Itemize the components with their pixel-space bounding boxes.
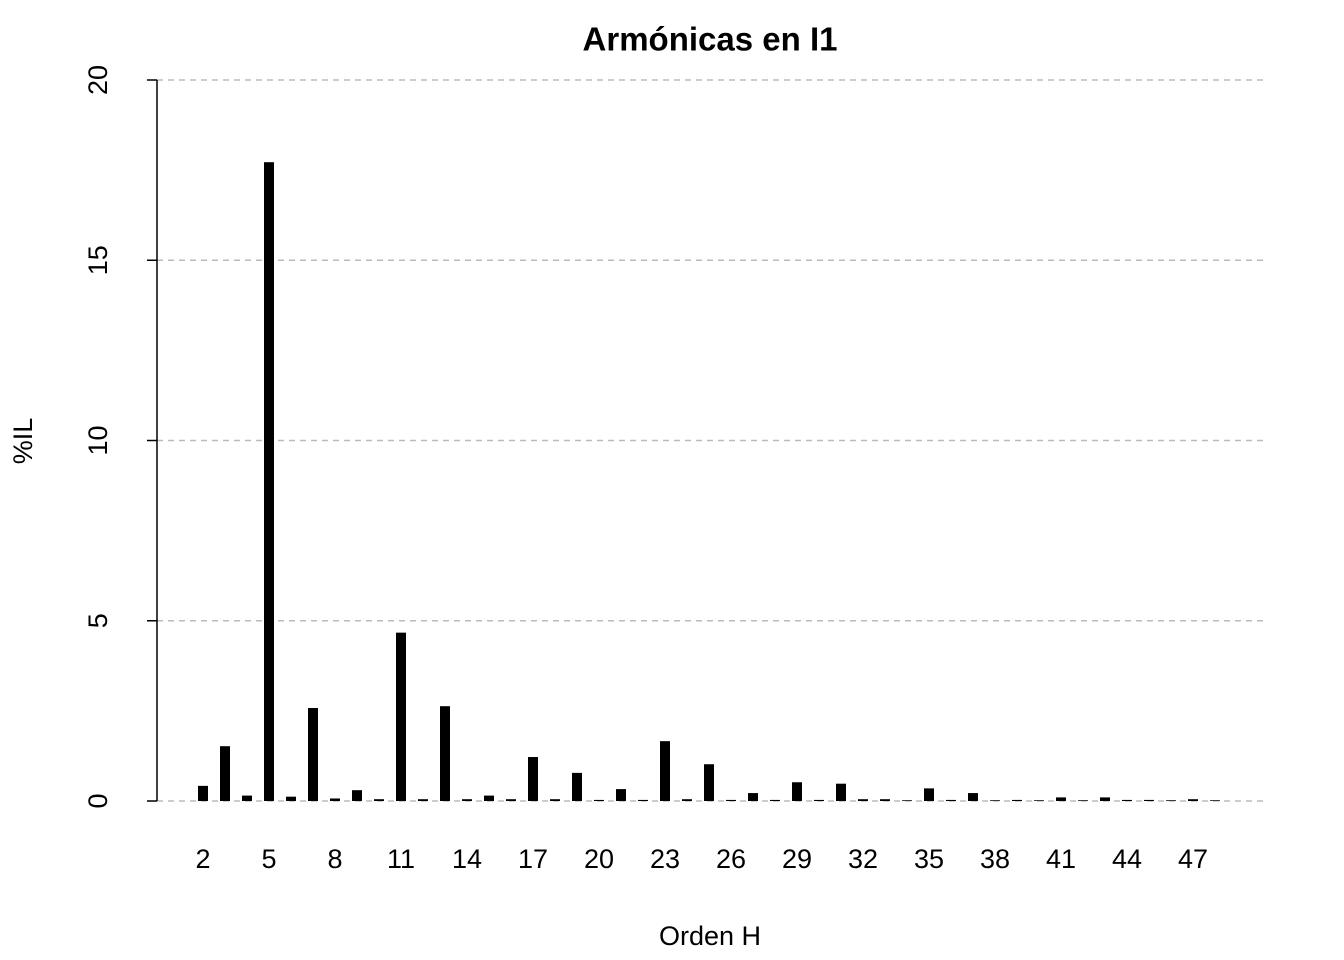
bar (1122, 799, 1132, 801)
x-axis-label: Orden H (659, 921, 761, 951)
bar (308, 707, 318, 801)
x-tick-label: 26 (716, 844, 746, 874)
bar (1210, 800, 1220, 801)
bar (330, 798, 340, 801)
bar (616, 789, 626, 801)
bar (924, 788, 934, 801)
bar (462, 799, 472, 801)
y-tick-label: 10 (83, 425, 113, 455)
bar (528, 757, 538, 801)
y-tick-label: 15 (83, 245, 113, 275)
bar (506, 799, 516, 801)
bar (352, 790, 362, 801)
bar (1034, 800, 1044, 801)
x-tick-label: 23 (650, 844, 680, 874)
bar (286, 796, 296, 801)
x-tick-label: 17 (518, 844, 548, 874)
bar (726, 799, 736, 801)
y-tick-label: 20 (83, 65, 113, 95)
bar (1166, 800, 1176, 801)
bar (902, 800, 912, 801)
bar (374, 799, 384, 801)
bar (946, 799, 956, 801)
x-tick-label: 5 (261, 844, 276, 874)
bar (572, 772, 582, 801)
bar (1056, 797, 1066, 801)
bar (418, 799, 428, 801)
x-tick-label: 38 (980, 844, 1010, 874)
x-tick-label: 29 (782, 844, 812, 874)
x-tick-label: 41 (1046, 844, 1076, 874)
bar (748, 793, 758, 801)
bar (770, 799, 780, 801)
y-axis-label: %IL (8, 418, 38, 465)
x-tick-label: 20 (584, 844, 614, 874)
y-tick-label: 0 (83, 793, 113, 808)
bar (990, 800, 1000, 801)
y-tick-label: 5 (83, 613, 113, 628)
bar (1100, 797, 1110, 801)
x-tick-label: 2 (195, 844, 210, 874)
x-tick-label: 35 (914, 844, 944, 874)
bar (880, 799, 890, 801)
bar (1188, 799, 1198, 801)
bar (968, 793, 978, 801)
bar (638, 799, 648, 801)
bar (396, 632, 406, 801)
bar (594, 799, 604, 801)
bar (550, 799, 560, 801)
bar (836, 783, 846, 801)
bar (1012, 799, 1022, 801)
bar (1078, 800, 1088, 801)
bar (220, 746, 230, 801)
bar (264, 162, 274, 802)
bar (198, 785, 208, 801)
x-tick-label: 14 (452, 844, 482, 874)
bar (858, 799, 868, 801)
x-tick-label: 32 (848, 844, 878, 874)
bar (682, 799, 692, 801)
chart-title: Armónicas en I1 (583, 21, 838, 58)
bar (1144, 799, 1154, 801)
x-tick-label: 44 (1112, 844, 1142, 874)
bar (440, 706, 450, 801)
x-tick-label: 47 (1178, 844, 1208, 874)
bar (792, 782, 802, 801)
bar (484, 795, 494, 801)
bar (242, 795, 252, 801)
x-tick-label: 8 (327, 844, 342, 874)
bar (704, 764, 714, 801)
bar (660, 741, 670, 801)
x-tick-label: 11 (387, 844, 415, 874)
bar (814, 799, 824, 801)
